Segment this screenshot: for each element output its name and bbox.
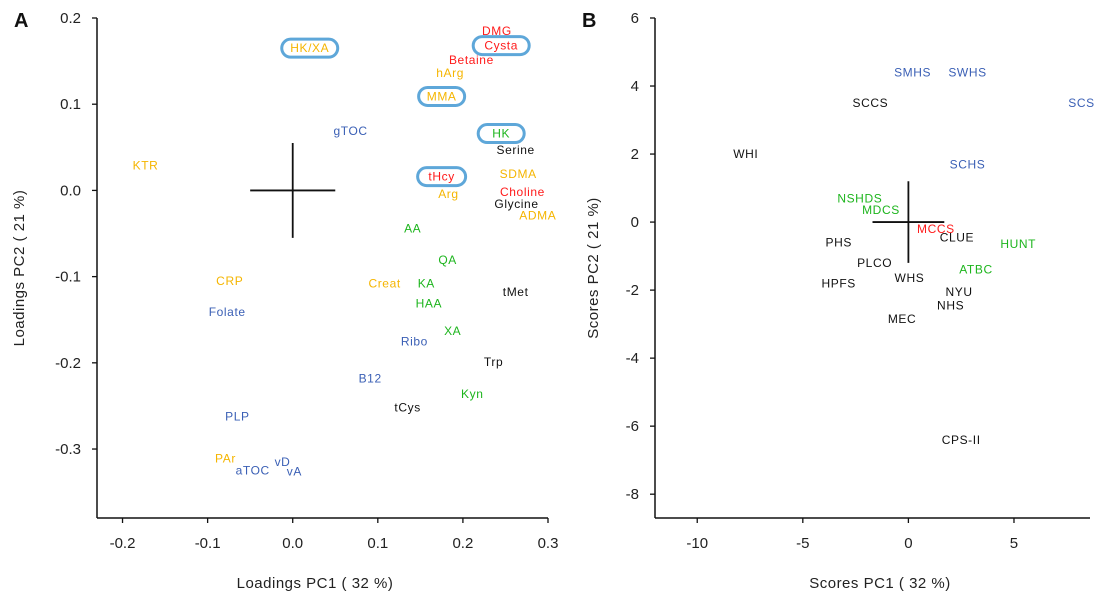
panel-a-point-b12: B12 xyxy=(359,371,382,385)
panel-a-point-par: PAr xyxy=(215,452,236,466)
panel-a-x-tick-label: -0.1 xyxy=(195,535,221,552)
panel-b-x-tick-label: -5 xyxy=(796,535,809,552)
panel-b-point-smhs: SMHS xyxy=(894,65,931,79)
panel-a-point-plp: PLP xyxy=(225,409,249,423)
panel-a-plot-area: -0.2 -0.1 0.0 0.1 0.2 0.3 0.2 0.1 0.0 -0.1 -0.2 -0.… xyxy=(55,10,558,552)
panel-a-x-tick-label: 0.3 xyxy=(538,535,559,552)
panel-a-point-gtoc: gTOC xyxy=(333,124,367,138)
panel-b-point-whi: WHI xyxy=(733,147,758,161)
panel-b-point-schs: SCHS xyxy=(950,157,986,171)
panel-b-x-tick-label: -10 xyxy=(686,535,708,552)
panel-a-x-tick-label: -0.2 xyxy=(110,535,136,552)
panel-b-letter: B xyxy=(582,10,596,32)
panel-a-point-vd: vD xyxy=(275,455,291,469)
panel-b-point-scs: SCS xyxy=(1068,96,1094,110)
panel-b-y-tick-label: -6 xyxy=(626,418,639,435)
panel-a-point-haa: HAA xyxy=(416,296,442,310)
panel-a-x-tick-label: 0.2 xyxy=(452,535,473,552)
panel-a-point-atoc: aTOC xyxy=(236,464,270,478)
panel-a-highlight-box-hk xyxy=(476,123,526,145)
panel-a-letter: A xyxy=(14,10,28,32)
panel-b-y-tick-label: -2 xyxy=(626,282,639,299)
panel-a-y-tick-label: 0.0 xyxy=(60,182,81,199)
panel-a-point-crp: CRP xyxy=(216,274,243,288)
panel-a-point-hk-xa: HK/XA xyxy=(290,41,329,55)
panel-b-point-mccs: MCCS xyxy=(917,222,955,236)
panel-a-point-arg: Arg xyxy=(438,187,458,201)
panel-a-point-cysta: Cysta xyxy=(484,39,518,53)
panel-a-highlight-box-mma xyxy=(417,85,467,107)
panel-b-point-phs: PHS xyxy=(825,235,851,249)
panel-a-y-tick-label: -0.1 xyxy=(55,269,81,286)
panel-b-plot-area: -10 -5 0 5 6 4 2 0 -2 -4 -6 -8 SMHS SWHS SCS SCCS WHI SCH… xyxy=(626,10,1095,552)
panel-a-point-tmet: tMet xyxy=(503,285,529,299)
panel-a-y-tick-label: -0.3 xyxy=(55,441,81,458)
panel-a-point-glycine: Glycine xyxy=(494,197,538,211)
panel-a-point-folate: Folate xyxy=(209,305,246,319)
panel-b-point-hunt: HUNT xyxy=(1000,237,1036,251)
panel-a-y-tick-label: 0.2 xyxy=(60,10,81,27)
panel-a-point-trp: Trp xyxy=(484,355,503,369)
panel-a-point-sdma: SDMA xyxy=(500,167,537,181)
panel-a-highlight-box-thcy xyxy=(416,166,468,188)
panel-b-point-cps-ii: CPS-II xyxy=(942,433,981,447)
panel-b-y-tick-label: 0 xyxy=(631,214,639,231)
panel-a-y-tick-label: -0.2 xyxy=(55,355,81,372)
panel-a-point-qa: QA xyxy=(438,253,457,267)
panel-b-x-tick-label: 5 xyxy=(1010,535,1018,552)
panel-a-point-hk: HK xyxy=(492,127,510,141)
panel-a-point-adma: ADMA xyxy=(519,208,556,222)
panel-a-point-harg: hArg xyxy=(436,66,464,80)
panel-b-x-tick-label: 0 xyxy=(904,535,912,552)
panel-b-point-mec: MEC xyxy=(888,312,916,326)
panel-a-point-kyn: Kyn xyxy=(461,387,483,401)
panel-a-point-dmg: DMG xyxy=(482,24,512,38)
panel-b-point-whs: WHS xyxy=(895,271,925,285)
panel-b-point-clue: CLUE xyxy=(940,230,974,244)
panel-a-point-aa: AA xyxy=(404,221,421,235)
panel-a-point-betaine: Betaine xyxy=(449,53,494,67)
panel-b-point-swhs: SWHS xyxy=(948,65,986,79)
panel-a-x-tick-label: 0.0 xyxy=(282,535,303,552)
panel-b-point-hpfs: HPFS xyxy=(822,276,856,290)
panel-b-point-nyu: NYU xyxy=(946,285,973,299)
panel-a-highlight-box-cysta xyxy=(471,35,531,57)
panel-b-point-nhs: NHS xyxy=(937,298,964,312)
panel-b-point-plco: PLCO xyxy=(857,256,892,270)
panel-a-point-ktr: KTR xyxy=(133,158,159,172)
panel-b-y-tick-label: 2 xyxy=(631,146,639,163)
panel-b-scores-plot: B -10 -5 0 5 6 4 2 0 -2 -4 -6 -8 SMHS SWHS SCS SCCS WHI S… xyxy=(582,10,1095,592)
panel-a-point-va: vA xyxy=(287,464,302,478)
panel-a-point-ka: KA xyxy=(418,277,435,291)
panel-b-y-tick-label: -4 xyxy=(626,350,639,367)
panel-a-highlight-box-hk-xa xyxy=(280,37,340,59)
panel-b-point-sccs: SCCS xyxy=(853,96,889,110)
panel-a-point-ribo: Ribo xyxy=(401,334,428,348)
panel-b-y-tick-label: 4 xyxy=(631,78,639,95)
panel-b-y-axis-title: Scores PC2 ( 21 %) xyxy=(585,197,602,339)
panel-b-x-axis-title: Scores PC1 ( 32 %) xyxy=(809,575,951,592)
panel-a-point-choline: Choline xyxy=(500,185,545,199)
panel-a-x-tick-label: 0.1 xyxy=(367,535,388,552)
panel-a-point-xa: XA xyxy=(444,324,461,338)
panel-b-y-tick-label: 6 xyxy=(631,10,639,27)
panel-a-y-tick-label: 0.1 xyxy=(60,96,81,113)
panel-a-x-axis-title: Loadings PC1 ( 32 %) xyxy=(237,575,394,592)
panel-a-point-thcy: tHcy xyxy=(428,170,454,184)
panel-a-point-serine: Serine xyxy=(497,143,535,157)
panel-a-y-axis-title: Loadings PC2 ( 21 %) xyxy=(11,190,28,347)
panel-b-point-mdcs: MDCS xyxy=(862,203,900,217)
panel-a-loadings-plot: A -0.2 -0.1 0.0 0.1 0.2 0.30.20.10.0-0.1-0.2-… xyxy=(11,10,558,592)
panel-a-point-creat: Creat xyxy=(368,277,400,291)
panel-a-point-tcys: tCys xyxy=(394,401,420,415)
panel-b-point-atbc: ATBC xyxy=(959,263,993,277)
panel-b-y-tick-label: -8 xyxy=(626,486,639,503)
panel-a-point-mma: MMA xyxy=(427,89,457,103)
panel-b-point-nshds: NSHDS xyxy=(837,191,882,205)
